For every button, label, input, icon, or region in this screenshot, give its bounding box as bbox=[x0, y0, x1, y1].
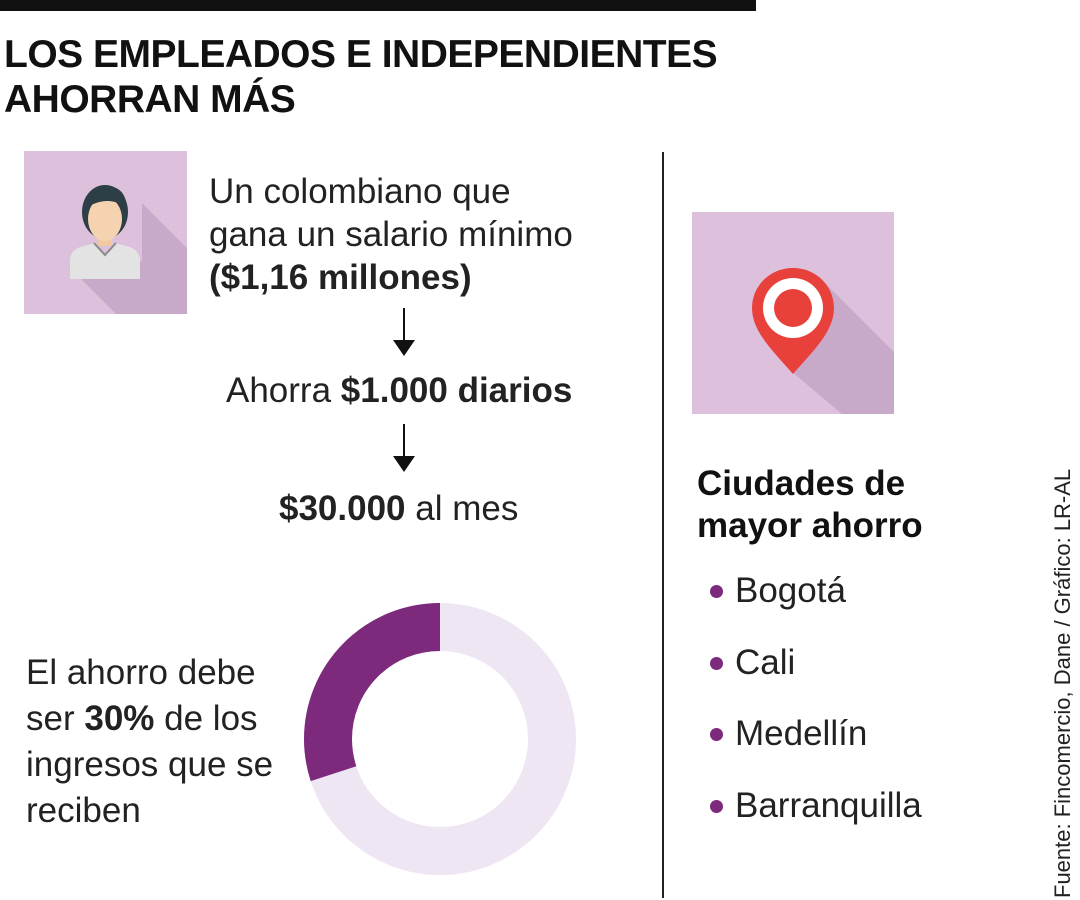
cities-title-line-2: mayor ahorro bbox=[697, 506, 923, 545]
column-divider bbox=[662, 152, 664, 898]
donut-value-arc bbox=[304, 603, 576, 875]
share-text-ser: ser bbox=[26, 699, 75, 738]
city-name: Bogotá bbox=[735, 571, 846, 610]
share-text-line-3: ingresos que se bbox=[26, 745, 274, 784]
person-tile bbox=[24, 151, 187, 314]
list-item: Medellín bbox=[710, 711, 922, 783]
list-item: Cali bbox=[710, 640, 922, 712]
share-text-line-4: reciben bbox=[26, 791, 141, 830]
bullet-dot-icon bbox=[710, 728, 723, 741]
salary-description: Un colombiano que gana un salario mínimo… bbox=[209, 170, 629, 299]
title-line-1: LOS EMPLEADOS E INDEPENDIENTES bbox=[4, 33, 718, 76]
city-name: Barranquilla bbox=[735, 785, 922, 825]
top-rule bbox=[0, 0, 756, 11]
arrow-down-icon bbox=[393, 424, 415, 472]
city-name: Cali bbox=[735, 642, 796, 682]
location-pin-icon bbox=[752, 268, 894, 414]
savings-donut-chart bbox=[304, 603, 576, 875]
share-text-de-los: de los bbox=[164, 699, 258, 738]
page-title: LOS EMPLEADOS E INDEPENDIENTES AHORRAN M… bbox=[4, 32, 764, 122]
cities-title-line-1: Ciudades de bbox=[697, 464, 906, 503]
salary-line-2: gana un salario mínimo bbox=[209, 215, 573, 254]
bullet-dot-icon bbox=[710, 585, 723, 598]
arrow-down-icon bbox=[393, 308, 415, 356]
share-percent: 30% bbox=[84, 699, 155, 738]
cities-title: Ciudades de mayor ahorro bbox=[697, 463, 997, 547]
salary-amount: ($1,16 millones) bbox=[209, 258, 472, 297]
cities-list: Bogotá Cali Medellín Barranquilla bbox=[710, 568, 922, 854]
bullet-dot-icon bbox=[710, 799, 723, 813]
source-text: Fuente: Fincomercio, Dane / Gráfico: LR-… bbox=[1050, 468, 1075, 898]
savings-share-text: El ahorro debe ser 30% de los ingresos q… bbox=[26, 650, 316, 834]
title-line-2: AHORRAN MÁS bbox=[4, 78, 296, 121]
user-avatar-icon bbox=[70, 185, 187, 314]
monthly-suffix: al mes bbox=[415, 489, 519, 528]
list-item: Bogotá bbox=[710, 568, 922, 640]
share-text-line-1: El ahorro debe bbox=[26, 653, 256, 692]
bullet-dot-icon bbox=[710, 656, 723, 670]
daily-prefix: Ahorra bbox=[226, 371, 332, 410]
monthly-amount: $30.000 bbox=[279, 489, 406, 528]
city-name: Medellín bbox=[735, 714, 868, 753]
daily-amount: $1.000 diarios bbox=[340, 371, 573, 410]
daily-savings: Ahorra $1.000 diarios bbox=[226, 370, 572, 412]
source-credit: Fuente: Fincomercio, Dane / Gráfico: LR-… bbox=[1048, 418, 1078, 898]
monthly-savings: $30.000 al mes bbox=[279, 488, 518, 530]
salary-line-1: Un colombiano que bbox=[209, 172, 511, 211]
location-tile bbox=[692, 212, 894, 414]
list-item: Barranquilla bbox=[710, 783, 922, 855]
